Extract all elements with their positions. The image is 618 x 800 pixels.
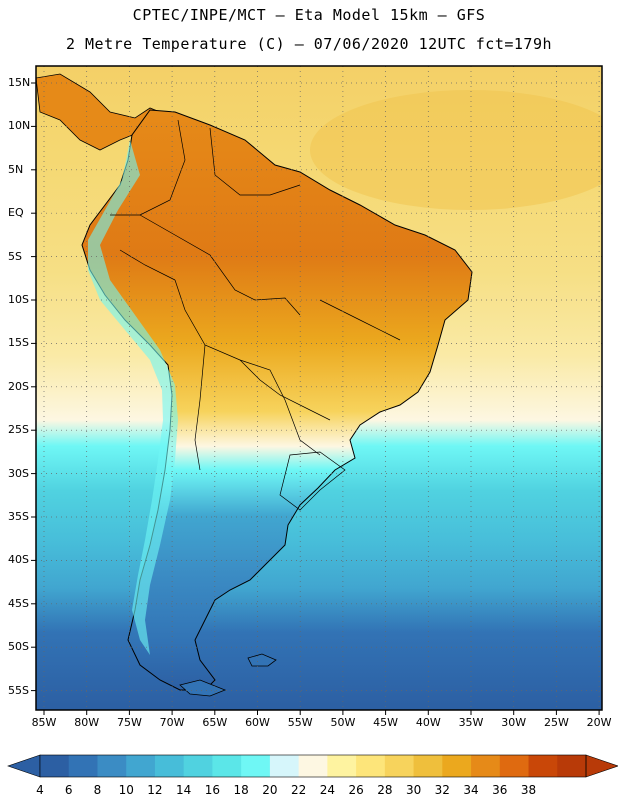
lat-label: 5S bbox=[8, 249, 22, 263]
colorbar-outline bbox=[39, 754, 587, 778]
colorbar-label: 4 bbox=[36, 783, 44, 797]
lon-label: 65W bbox=[202, 716, 228, 729]
colorbar-label: 38 bbox=[520, 783, 537, 797]
colorbar-segment bbox=[126, 755, 156, 777]
colorbar-label: 34 bbox=[463, 783, 479, 797]
map-frame bbox=[35, 65, 603, 711]
colorbar-segment bbox=[557, 755, 587, 777]
lat-label: 15N bbox=[8, 76, 31, 89]
colorbar-segment bbox=[269, 755, 300, 777]
lat-label: 25S bbox=[8, 423, 29, 437]
colorbar-label: 32 bbox=[434, 783, 450, 797]
lon-label: 75W bbox=[116, 716, 142, 729]
colorbar-min-arrow bbox=[7, 754, 41, 778]
colorbar-label: 20 bbox=[262, 783, 278, 797]
lon-label: 25W bbox=[543, 716, 569, 729]
colorbar-segment bbox=[298, 755, 328, 777]
colorbar-segment bbox=[413, 755, 443, 777]
colorbar-label: 12 bbox=[147, 783, 163, 797]
colorbar-segment bbox=[183, 755, 213, 777]
lat-label: 45S bbox=[8, 596, 29, 610]
lon-label: 30W bbox=[501, 716, 527, 729]
colorbar-segment bbox=[40, 755, 70, 777]
country-borders bbox=[110, 119, 401, 511]
lon-label: 85W bbox=[31, 716, 57, 729]
colorbar bbox=[7, 754, 618, 778]
lat-label: 35S bbox=[8, 510, 29, 523]
lon-label: 55W bbox=[287, 716, 313, 729]
colorbar-segment bbox=[442, 755, 472, 777]
lat-label: 50S bbox=[8, 640, 29, 654]
lat-label: 10N bbox=[8, 119, 31, 133]
colorbar-max-arrow bbox=[585, 754, 618, 778]
colorbar-segment bbox=[212, 755, 242, 777]
falkland-islands bbox=[247, 653, 277, 667]
title-line-1: CPTEC/INPE/MCT – Eta Model 15km – GFS bbox=[132, 6, 486, 24]
colorbar-label: 22 bbox=[290, 783, 307, 797]
axis-ticks bbox=[31, 82, 600, 715]
lon-label: 60W bbox=[245, 716, 270, 729]
lat-label: 40S bbox=[8, 553, 29, 567]
colorbar-segment bbox=[68, 755, 98, 777]
lon-label: 50W bbox=[330, 716, 356, 729]
colorbar-segment bbox=[471, 755, 501, 777]
lat-label: 30S bbox=[8, 466, 29, 480]
colorbar-segment bbox=[528, 755, 558, 777]
colorbar-segment bbox=[97, 755, 127, 777]
andes-cool-strip bbox=[88, 140, 178, 655]
colorbar-segment bbox=[499, 755, 529, 777]
lat-label: 5N bbox=[8, 162, 24, 176]
lon-label: 45W bbox=[373, 716, 399, 729]
lat-label: EQ bbox=[8, 206, 24, 220]
colorbar-label: 18 bbox=[233, 783, 249, 797]
lon-label: 35W bbox=[458, 716, 484, 729]
colorbar-segment bbox=[356, 755, 386, 777]
colorbar-segment bbox=[241, 755, 271, 777]
colorbar-label: 30 bbox=[405, 783, 422, 797]
lon-label: 80W bbox=[74, 716, 100, 729]
lat-label: 55S bbox=[8, 683, 29, 697]
colorbar-label: 24 bbox=[319, 783, 335, 797]
colorbar-label: 28 bbox=[377, 783, 393, 797]
colorbar-label: 36 bbox=[492, 783, 508, 797]
colorbar-segment bbox=[327, 755, 357, 777]
lat-label: 15S bbox=[8, 336, 29, 350]
title-line-2: 2 Metre Temperature (C) – 07/06/2020 12U… bbox=[65, 35, 553, 53]
colorbar-label: 10 bbox=[118, 783, 134, 797]
colorbar-label: 14 bbox=[176, 783, 192, 797]
lon-label: 40W bbox=[415, 716, 441, 729]
tierra-del-fuego bbox=[179, 679, 227, 697]
colorbar-label: 8 bbox=[93, 783, 102, 797]
lat-label: 20S bbox=[8, 379, 29, 393]
lon-label: 20W bbox=[586, 716, 612, 729]
lat-label: 10S bbox=[8, 293, 29, 306]
colorbar-label: 26 bbox=[348, 783, 364, 797]
colorbar-label: 6 bbox=[64, 783, 73, 797]
colorbar-label: 16 bbox=[204, 783, 221, 797]
colorbar-segment bbox=[154, 755, 185, 777]
colorbar-segment bbox=[384, 755, 414, 777]
lon-label: 70W bbox=[159, 716, 185, 729]
